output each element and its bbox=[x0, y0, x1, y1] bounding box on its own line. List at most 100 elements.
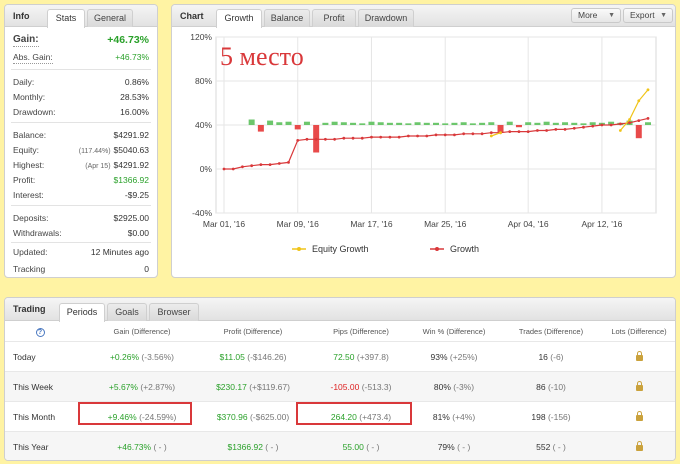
gain-value: +9.46% bbox=[107, 412, 137, 422]
tracking-label: Tracking bbox=[13, 264, 46, 274]
profit-bar bbox=[469, 123, 476, 125]
win-cell: 79% ( - ) bbox=[409, 432, 499, 460]
tab-drawdown[interactable]: Drawdown bbox=[358, 9, 414, 27]
drawdown-label: Drawdown: bbox=[13, 107, 56, 117]
growth-point bbox=[434, 133, 438, 137]
more-button[interactable]: More ▼ bbox=[571, 8, 621, 23]
equity-point bbox=[646, 88, 650, 92]
col-win[interactable]: Win % (Difference) bbox=[422, 327, 486, 336]
win-diff: ( - ) bbox=[457, 442, 471, 452]
pips-value: 72.50 bbox=[333, 352, 355, 362]
table-row: Today +0.26% (-3.56%) $11.05 (-$146.26) 72.… bbox=[5, 341, 675, 371]
pips-value: 55.00 bbox=[342, 442, 364, 452]
pips-cell: 264.20 (+473.4) bbox=[305, 402, 417, 432]
tab-browser[interactable]: Browser bbox=[149, 303, 199, 321]
info-panel: Info Stats General Gain: +46.73% Abs. Ga… bbox=[4, 4, 158, 278]
updated-row: Updated: 12 Minutes ago bbox=[13, 246, 149, 258]
chart-header: Chart Growth Balance Profit Drawdown Mor… bbox=[172, 5, 675, 28]
growth-point bbox=[526, 130, 530, 133]
profit-bar bbox=[350, 122, 357, 125]
highest-note: (Apr 15) bbox=[85, 163, 111, 170]
deposits-row: Deposits: $2925.00 bbox=[13, 212, 149, 224]
equity-row: Equity: (117.44%) $5040.63 bbox=[13, 144, 149, 156]
drawdown-row: Drawdown: 16.00% bbox=[13, 106, 149, 118]
pips-value: -105.00 bbox=[330, 382, 360, 392]
profit-value: $1366.92 bbox=[227, 442, 263, 452]
gain-cell: +46.73% ( - ) bbox=[77, 432, 207, 460]
profit-label: Profit: bbox=[13, 175, 36, 185]
profit-bar bbox=[340, 122, 347, 125]
growth-point bbox=[609, 123, 613, 127]
profit-cell: $1366.92 ( - ) bbox=[197, 432, 309, 460]
tab-growth[interactable]: Growth bbox=[216, 9, 262, 28]
growth-point bbox=[397, 135, 401, 139]
lock-icon[interactable] bbox=[635, 351, 643, 361]
divider bbox=[11, 69, 151, 70]
growth-point bbox=[314, 137, 318, 141]
abs-gain-value: +46.73% bbox=[115, 52, 149, 62]
win-cell: 93% (+25%) bbox=[409, 342, 499, 372]
tab-profit[interactable]: Profit bbox=[312, 9, 356, 27]
info-header: Info Stats General bbox=[5, 5, 157, 28]
equity-point bbox=[618, 129, 622, 132]
gain-diff: (+2.87%) bbox=[140, 382, 176, 392]
tab-balance[interactable]: Balance bbox=[264, 9, 310, 27]
growth-point bbox=[296, 139, 300, 142]
x-tick-label: Mar 01, '16 bbox=[203, 219, 246, 229]
col-lots[interactable]: Lots (Difference) bbox=[611, 327, 667, 336]
help-icon[interactable]: ? bbox=[35, 328, 45, 337]
withdrawals-row: Withdrawals: $0.00 bbox=[13, 227, 149, 239]
growth-point bbox=[471, 132, 475, 136]
withdrawals-value: $0.00 bbox=[127, 228, 149, 238]
col-trades[interactable]: Trades (Difference) bbox=[518, 327, 584, 336]
drawdown-value: 16.00% bbox=[120, 107, 149, 117]
lots-cell bbox=[601, 402, 675, 432]
gain-diff: (-24.59%) bbox=[139, 412, 177, 422]
growth-point bbox=[517, 130, 521, 133]
gain-diff: ( - ) bbox=[153, 442, 167, 452]
tab-periods[interactable]: Periods bbox=[59, 303, 105, 322]
growth-point bbox=[545, 129, 549, 132]
lock-icon[interactable] bbox=[635, 381, 643, 391]
tab-general[interactable]: General bbox=[87, 9, 133, 27]
tab-goals[interactable]: Goals bbox=[107, 303, 147, 321]
period-label: This Year bbox=[13, 442, 49, 452]
export-button[interactable]: Export ▼ bbox=[623, 8, 673, 23]
win-value: 80% bbox=[433, 382, 451, 392]
col-profit[interactable]: Profit (Difference) bbox=[223, 327, 283, 336]
growth-chart: 120% 80% 40% 0% -40%Mar 01, '16 Mar 09, '16 Ma… bbox=[190, 32, 657, 254]
win-cell: 81% (+4%) bbox=[409, 402, 499, 432]
growth-point bbox=[563, 128, 567, 131]
profit-row: Profit: $1366.92 bbox=[13, 174, 149, 186]
overlay-rank-text: 5 место bbox=[220, 42, 304, 71]
interest-row: Interest: -$9.25 bbox=[13, 189, 149, 201]
equity-point bbox=[499, 131, 502, 135]
interest-value: -$9.25 bbox=[124, 190, 149, 200]
lock-icon[interactable] bbox=[635, 441, 643, 451]
tab-stats[interactable]: Stats bbox=[47, 9, 85, 28]
growth-point bbox=[582, 125, 585, 129]
growth-point bbox=[646, 117, 650, 120]
balance-value: $4291.92 bbox=[113, 130, 149, 140]
withdrawals-label: Withdrawals: bbox=[13, 228, 62, 238]
equity-note: (117.44%) bbox=[78, 148, 111, 155]
growth-point bbox=[462, 132, 466, 136]
growth-point bbox=[333, 137, 337, 141]
growth-point bbox=[416, 134, 419, 138]
divider bbox=[11, 122, 151, 123]
profit-diff: (+$119.67) bbox=[249, 382, 290, 392]
highest-value-wrap: (Apr 15) $4291.92 bbox=[85, 159, 149, 173]
win-diff: (+4%) bbox=[452, 412, 476, 422]
divider bbox=[11, 205, 151, 206]
col-pips[interactable]: Pips (Difference) bbox=[333, 327, 389, 336]
trading-header: Trading Periods Goals Browser bbox=[5, 298, 675, 322]
lock-icon[interactable] bbox=[635, 411, 643, 421]
legend-marker bbox=[297, 247, 301, 251]
daily-label: Daily: bbox=[13, 77, 35, 87]
pips-cell: 55.00 ( - ) bbox=[305, 432, 417, 460]
profit-bar bbox=[580, 123, 587, 125]
col-gain[interactable]: Gain (Difference) bbox=[113, 327, 171, 336]
profit-value: $370.96 bbox=[216, 412, 248, 422]
growth-point bbox=[342, 136, 346, 140]
updated-label: Updated: bbox=[13, 247, 48, 257]
